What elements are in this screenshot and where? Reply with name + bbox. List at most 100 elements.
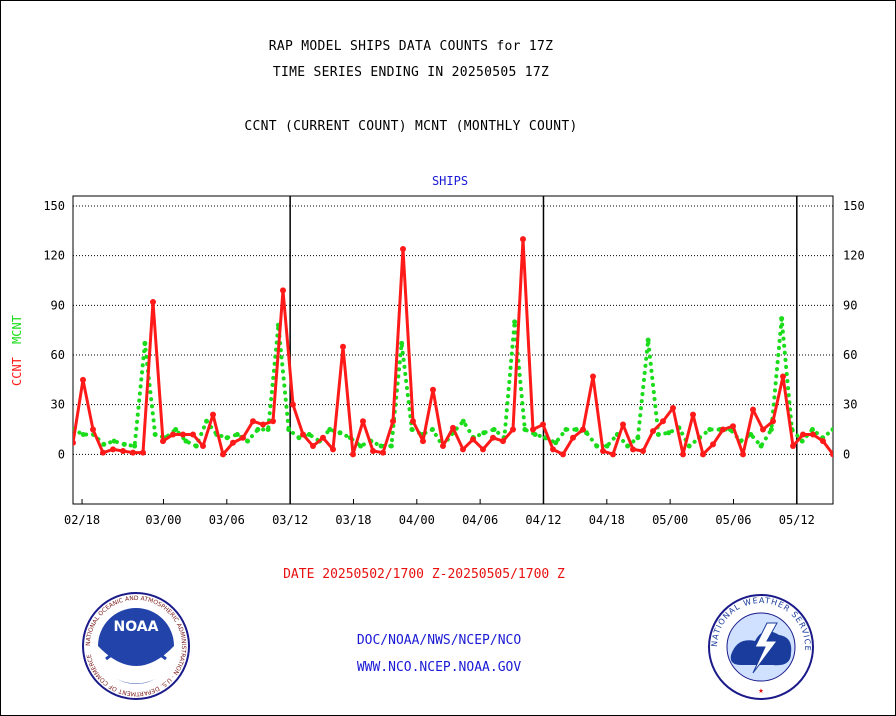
- data-point-ccnt: [90, 426, 96, 433]
- data-point-ccnt: [570, 434, 576, 441]
- data-point-ccnt: [280, 287, 286, 294]
- data-point-ccnt: [670, 404, 676, 411]
- data-point-mcnt: [121, 441, 127, 447]
- data-point-ccnt: [720, 426, 726, 433]
- data-point-mcnt: [686, 443, 692, 449]
- data-point-ccnt: [740, 451, 746, 458]
- data-point-ccnt: [790, 443, 796, 450]
- data-point-mcnt: [563, 427, 569, 432]
- x-tick-label: 04/06: [462, 513, 498, 527]
- data-point-mcnt: [707, 427, 713, 432]
- y-tick-label-left: 150: [43, 199, 65, 213]
- y-tick-label-left: 0: [58, 447, 65, 461]
- data-point-mcnt: [604, 443, 610, 449]
- data-point-mcnt: [111, 438, 117, 444]
- data-point-ccnt: [730, 423, 736, 430]
- x-tick-label: 03/18: [335, 513, 371, 527]
- data-point-ccnt: [250, 418, 256, 425]
- data-point-mcnt: [522, 427, 528, 432]
- data-point-mcnt: [584, 430, 590, 436]
- grid-layer: [72, 195, 834, 505]
- data-point-mcnt: [399, 340, 405, 346]
- data-point-ccnt: [260, 421, 266, 428]
- data-point-ccnt: [420, 438, 426, 445]
- website-link[interactable]: WWW.NCO.NCEP.NOAA.GOV: [356, 660, 522, 675]
- data-point-mcnt: [265, 427, 271, 432]
- data-point-ccnt: [300, 431, 306, 438]
- data-point-ccnt: [360, 418, 366, 425]
- y-tick-label-left: 120: [43, 249, 65, 263]
- y-tick-label-right: 30: [843, 398, 857, 412]
- y-tick-label-right: 150: [843, 199, 865, 213]
- data-point-ccnt: [700, 451, 706, 458]
- data-point-mcnt: [645, 337, 651, 343]
- data-point-ccnt: [830, 451, 833, 458]
- data-point-ccnt: [80, 376, 86, 383]
- x-tick-labels: 02/18 03/00 03/06 03/12 03/18 04/00 04/06 04/12…: [64, 499, 815, 527]
- x-tick-label: 05/06: [715, 513, 751, 527]
- data-point-mcnt: [101, 441, 107, 447]
- data-point-ccnt: [430, 386, 436, 393]
- data-point-mcnt: [234, 431, 240, 437]
- data-point-mcnt: [409, 427, 415, 432]
- data-point-ccnt: [540, 421, 546, 428]
- data-point-ccnt: [490, 434, 496, 441]
- x-tick-label: 04/00: [399, 513, 435, 527]
- data-point-mcnt: [378, 443, 384, 449]
- data-point-ccnt: [100, 449, 106, 456]
- data-point-ccnt: [120, 448, 126, 455]
- data-point-ccnt: [340, 343, 346, 350]
- data-point-ccnt: [200, 443, 206, 450]
- data-point-ccnt: [230, 439, 236, 446]
- data-point-mcnt: [779, 316, 785, 322]
- org-path-link[interactable]: DOC/NOAA/NWS/NCEP/NCO: [356, 633, 522, 648]
- data-point-ccnt: [820, 438, 826, 445]
- data-point-mcnt: [286, 427, 292, 432]
- data-point-mcnt: [204, 418, 210, 424]
- x-tick-label: 04/18: [589, 513, 625, 527]
- data-point-ccnt: [350, 451, 356, 458]
- series-layer: [73, 236, 833, 458]
- x-tick-label: 03/00: [145, 513, 181, 527]
- data-point-ccnt: [320, 434, 326, 441]
- data-point-ccnt: [330, 446, 336, 453]
- data-point-mcnt: [132, 443, 138, 449]
- data-point-ccnt: [160, 438, 166, 445]
- x-tick-label: 05/00: [652, 513, 688, 527]
- data-point-mcnt: [327, 427, 333, 432]
- nws-logo: ★ NATIONAL WEATHER SERVICE: [708, 594, 814, 700]
- data-point-mcnt: [337, 430, 343, 436]
- data-point-ccnt: [140, 449, 146, 456]
- data-point-ccnt: [390, 418, 396, 425]
- data-point-mcnt: [306, 431, 312, 437]
- data-point-ccnt: [440, 443, 446, 450]
- data-point-ccnt: [560, 451, 566, 458]
- data-point-ccnt: [710, 441, 716, 448]
- data-point-mcnt: [573, 427, 579, 432]
- svg-text:NOAA: NOAA: [114, 619, 159, 635]
- y-tick-labels: 0 0 30 30 60 60 90 90 120 120 150 150: [43, 199, 864, 461]
- data-point-mcnt: [809, 427, 815, 432]
- data-point-mcnt: [758, 443, 764, 449]
- data-point-ccnt: [760, 426, 766, 433]
- data-point-ccnt: [110, 446, 116, 453]
- data-point-ccnt: [640, 448, 646, 455]
- data-point-ccnt: [590, 373, 596, 380]
- y-tick-label-left: 30: [51, 398, 65, 412]
- chart-subtitle: CCNT (CURRENT COUNT) MCNT (MONTHLY COUNT…: [244, 119, 578, 134]
- y-tick-label-right: 90: [843, 298, 857, 312]
- data-point-mcnt: [142, 340, 148, 346]
- data-point-ccnt: [580, 426, 586, 433]
- data-point-ccnt: [130, 449, 136, 456]
- y-tick-label-right: 60: [843, 348, 857, 362]
- data-point-mcnt: [388, 443, 394, 449]
- data-point-mcnt: [152, 431, 158, 437]
- data-point-ccnt: [650, 428, 656, 435]
- data-point-ccnt: [800, 431, 806, 438]
- data-point-ccnt: [450, 424, 456, 431]
- data-point-ccnt: [600, 448, 606, 455]
- data-point-mcnt: [193, 443, 199, 449]
- panel-title: SHIPS: [432, 174, 468, 188]
- data-point-ccnt: [400, 246, 406, 253]
- data-point-mcnt: [532, 431, 538, 437]
